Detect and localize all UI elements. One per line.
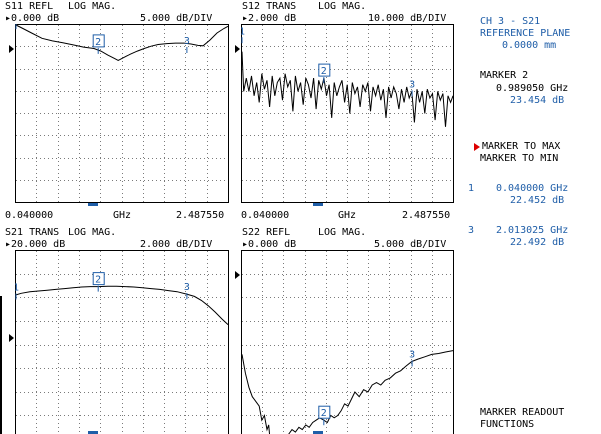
s11-center-mark (88, 203, 98, 206)
marker-to-min-softkey[interactable]: MARKER TO MIN (480, 153, 559, 164)
s11-ref-value-text: 0.000 dB (11, 13, 60, 24)
s22-param-label: S22 REFL (242, 227, 291, 238)
left-edge-bar (0, 296, 2, 434)
s11-format-label: LOG MAG. (68, 1, 117, 12)
s22-trace (241, 350, 454, 434)
active-marker-freq: 0.989050 GHz (496, 83, 569, 94)
menu-title-line2: FUNCTIONS (480, 419, 535, 430)
marker-3-value: 22.492 dB (510, 237, 565, 248)
plot-frame (15, 250, 229, 434)
s12-scale-label: 10.000 dB/DIV (368, 13, 447, 24)
plot-frame (15, 24, 229, 203)
marker-2-box (92, 34, 105, 48)
channel-header: CH 3 - S21 (480, 16, 541, 27)
s11-plot[interactable]: 123 (15, 24, 229, 204)
s22-scale-label: 5.000 dB/DIV (374, 239, 447, 250)
s22-center-mark (313, 431, 323, 434)
softkey-selector-arrow (474, 143, 480, 151)
s21-ref-value: ▸20.000 dB (5, 239, 66, 250)
s22-format-label: LOG MAG. (318, 227, 367, 238)
s11-x-stop: 2.487550 (176, 210, 225, 221)
marker-3-label: 3 (409, 79, 415, 90)
s22-ref-value: ▸0.000 dB (242, 239, 297, 250)
active-marker-value: 23.454 dB (510, 95, 565, 106)
marker-2-box (92, 272, 105, 286)
s11-x-start: 0.040000 (5, 210, 54, 221)
marker-1-freq: 0.040000 GHz (496, 183, 569, 194)
marker-1-label: 1 (15, 282, 19, 293)
marker-2-label: 2 (95, 37, 101, 48)
s21-trace (15, 285, 229, 325)
marker-3-number: 3 (468, 225, 475, 236)
s11-ref-arrow (9, 45, 14, 53)
reference-plane-value: 0.0000 mm (502, 40, 557, 51)
s12-x-start: 0.040000 (241, 210, 290, 221)
marker-to-max-softkey[interactable]: MARKER TO MAX (482, 141, 561, 152)
plot-frame (241, 24, 454, 203)
s21-scale-label: 2.000 dB/DIV (140, 239, 213, 250)
s21-format-label: LOG MAG. (68, 227, 117, 238)
s21-ref-value-text: 20.000 dB (11, 239, 66, 250)
s12-ref-value: ▸2.000 dB (242, 13, 297, 24)
s11-ref-value: ▸0.000 dB (5, 13, 60, 24)
marker-2-label: 2 (95, 275, 101, 286)
s12-x-unit: GHz (338, 210, 357, 221)
s21-plot[interactable]: 1 2 3 (15, 250, 229, 434)
s22-ref-value-text: 0.000 dB (248, 239, 297, 250)
s11-x-unit: GHz (113, 210, 132, 221)
s12-ref-value-text: 2.000 dB (248, 13, 297, 24)
s11-param-label: S11 REFL (5, 1, 54, 12)
marker-1-number: 1 (468, 183, 475, 194)
s21-ref-arrow (9, 334, 14, 342)
marker-2-box (318, 63, 331, 77)
marker-3-label: 3 (409, 349, 415, 360)
active-marker-title: MARKER 2 (480, 70, 529, 81)
s12-x-stop: 2.487550 (402, 210, 451, 221)
marker-2-label: 2 (321, 66, 327, 77)
s22-plot[interactable]: 23 (241, 250, 454, 434)
marker-1-label: 1 (241, 26, 245, 37)
s12-center-mark (313, 203, 323, 206)
reference-plane-label: REFERENCE PLANE (480, 28, 571, 39)
s21-param-label: S21 TRANS (5, 227, 60, 238)
s12-plot[interactable]: 1 2 3 (241, 24, 454, 204)
s12-format-label: LOG MAG. (318, 1, 367, 12)
s11-trace (15, 24, 229, 61)
marker-3-label: 3 (184, 36, 190, 47)
marker-1-value: 22.452 dB (510, 195, 565, 206)
marker-2-label: 2 (321, 408, 327, 419)
s11-scale-label: 5.000 dB/DIV (140, 13, 213, 24)
marker-2-box (318, 405, 331, 419)
s12-ref-arrow (235, 45, 240, 53)
menu-title-line1: MARKER READOUT (480, 407, 565, 418)
marker-3-label: 3 (184, 282, 190, 293)
s12-param-label: S12 TRANS (242, 1, 297, 12)
s22-ref-arrow (235, 271, 240, 279)
plot-frame (241, 250, 454, 434)
s21-center-mark (88, 431, 98, 434)
s12-trace (241, 51, 454, 127)
marker-3-freq: 2.013025 GHz (496, 225, 569, 236)
